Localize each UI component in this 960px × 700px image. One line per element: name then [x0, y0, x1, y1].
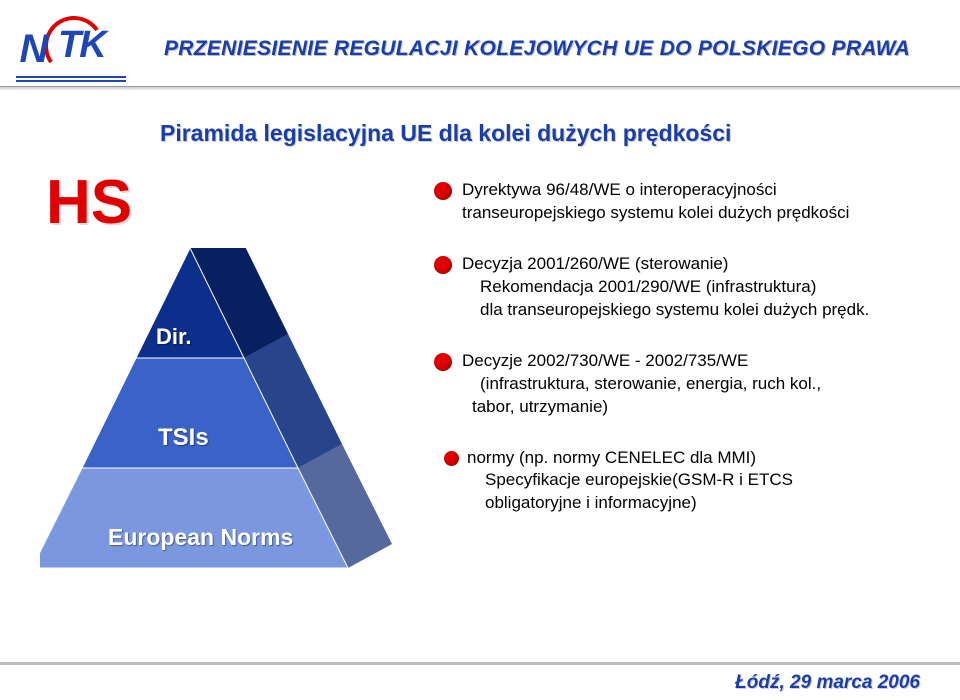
content: HS Dir. TSIs European Norms Dyrektywa 96…	[0, 147, 960, 578]
bullet-1-line1: Dyrektywa 96/48/WE o interoperacyjności	[462, 179, 849, 202]
bullet-3-line3: tabor, utrzymanie)	[472, 396, 821, 419]
bullet-3-text: Decyzje 2002/730/WE - 2002/735/WE (infra…	[462, 350, 821, 419]
bullet-dot-icon	[444, 451, 459, 466]
norms-line3: obligatoryjne i informacyjne)	[485, 492, 793, 515]
footer: Łódź, 29 marca 2006	[0, 662, 960, 700]
bullet-2-line2: Rekomendacja 2001/290/WE (infrastruktura…	[480, 276, 869, 299]
bullet-norms: normy (np. normy CENELEC dla MMI) Specyf…	[444, 447, 930, 516]
header: N TK PRZENIESIENIE REGULACJI KOLEJOWYCH …	[0, 0, 960, 90]
bullet-2-text: Decyzja 2001/260/WE (sterowanie) Rekomen…	[462, 253, 869, 322]
bullet-dot-icon	[434, 182, 452, 200]
title-wrap: PRZENIESIENIE REGULACJI KOLEJOWYCH UE DO…	[134, 37, 940, 61]
logo-underline-icon	[16, 76, 126, 82]
bullet-norms-text: normy (np. normy CENELEC dla MMI) Specyf…	[467, 447, 793, 516]
pyramid-layer-label-norms: European Norms	[108, 524, 293, 551]
bullet-2: Decyzja 2001/260/WE (sterowanie) Rekomen…	[434, 253, 930, 322]
right-column: Dyrektywa 96/48/WE o interoperacyjności …	[434, 167, 930, 578]
bullet-3-line1: Decyzje 2002/730/WE - 2002/735/WE	[462, 350, 821, 373]
footer-text: Łódź, 29 marca 2006	[735, 672, 920, 694]
norms-line1: normy (np. normy CENELEC dla MMI)	[467, 447, 793, 470]
pyramid-diagram: Dir. TSIs European Norms	[40, 248, 400, 578]
logo: N TK	[14, 18, 134, 80]
pyramid-layer-label-dir: Dir.	[156, 324, 191, 350]
bullet-2-line1: Decyzja 2001/260/WE (sterowanie)	[462, 253, 869, 276]
bullet-1-text: Dyrektywa 96/48/WE o interoperacyjności …	[462, 179, 849, 225]
pyramid-layer-label-tsis: TSIs	[158, 424, 209, 452]
norms-line2: Specyfikacje europejskie(GSM-R i ETCS	[485, 469, 793, 492]
logo-letter-right: TK	[58, 24, 105, 67]
bullet-1-line2: transeuropejskiego systemu kolei dużych …	[462, 202, 849, 225]
bullet-3-line2: (infrastruktura, sterowanie, energia, ru…	[480, 373, 821, 396]
header-divider	[0, 86, 960, 90]
bullet-dot-icon	[434, 353, 452, 371]
bullet-dot-icon	[434, 256, 452, 274]
bullet-2-line3: dla transeuropejskiego systemu kolei duż…	[480, 299, 869, 322]
bullet-1: Dyrektywa 96/48/WE o interoperacyjności …	[434, 179, 930, 225]
hs-label: HS	[46, 167, 420, 238]
logo-letter-left: N	[16, 20, 52, 78]
page-title: PRZENIESIENIE REGULACJI KOLEJOWYCH UE DO…	[134, 37, 940, 61]
subtitle: Piramida legislacyjna UE dla kolei dużyc…	[160, 120, 920, 147]
bullet-3: Decyzje 2002/730/WE - 2002/735/WE (infra…	[434, 350, 930, 419]
left-column: HS Dir. TSIs European Norms	[40, 167, 420, 578]
